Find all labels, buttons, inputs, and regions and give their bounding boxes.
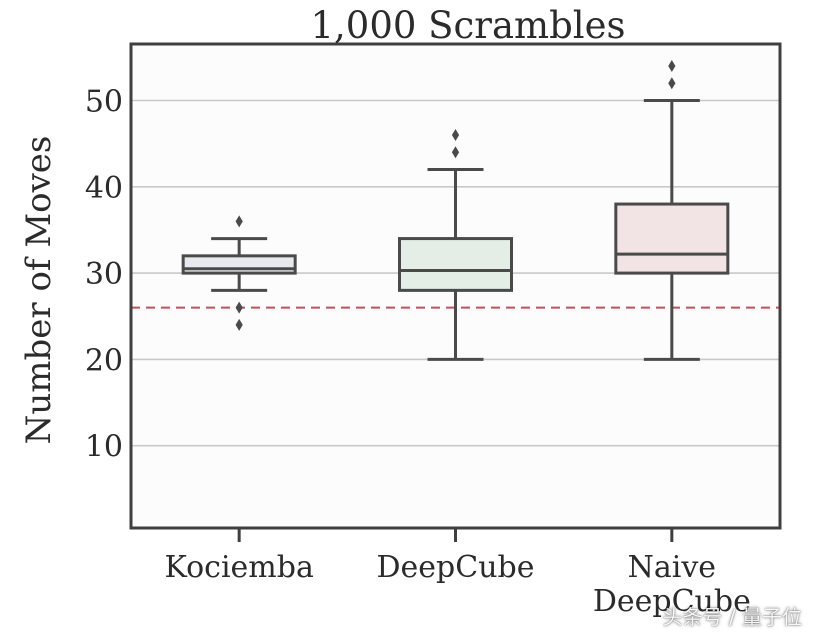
box	[181, 254, 297, 275]
y-tick-label: 10	[85, 430, 123, 465]
box-group	[614, 59, 730, 361]
outlier-point	[451, 146, 460, 159]
y-tick-label: 50	[85, 85, 123, 120]
y-tick-label: 20	[85, 343, 123, 378]
box	[398, 237, 513, 292]
chart-title: 1,000 Scrambles	[311, 4, 626, 47]
y-tick-label: 30	[85, 257, 123, 292]
y-tick-label: 40	[85, 171, 123, 206]
box-group	[398, 129, 513, 361]
outlier-point	[668, 77, 676, 90]
outlier-point	[235, 318, 243, 331]
x-tick-label: DeepCube	[377, 550, 535, 585]
outlier-point	[668, 59, 676, 72]
y-axis-label: Number of Moves	[19, 136, 59, 445]
outlier-point	[235, 301, 243, 314]
outlier-point	[235, 215, 243, 228]
box-group	[181, 215, 297, 331]
watermark: 头条号 / 量子位	[662, 605, 802, 629]
box	[614, 202, 730, 275]
outlier-point	[451, 129, 460, 142]
x-tick-label: Naive DeepCube	[593, 550, 751, 619]
x-tick-label: Kociemba	[164, 550, 313, 585]
